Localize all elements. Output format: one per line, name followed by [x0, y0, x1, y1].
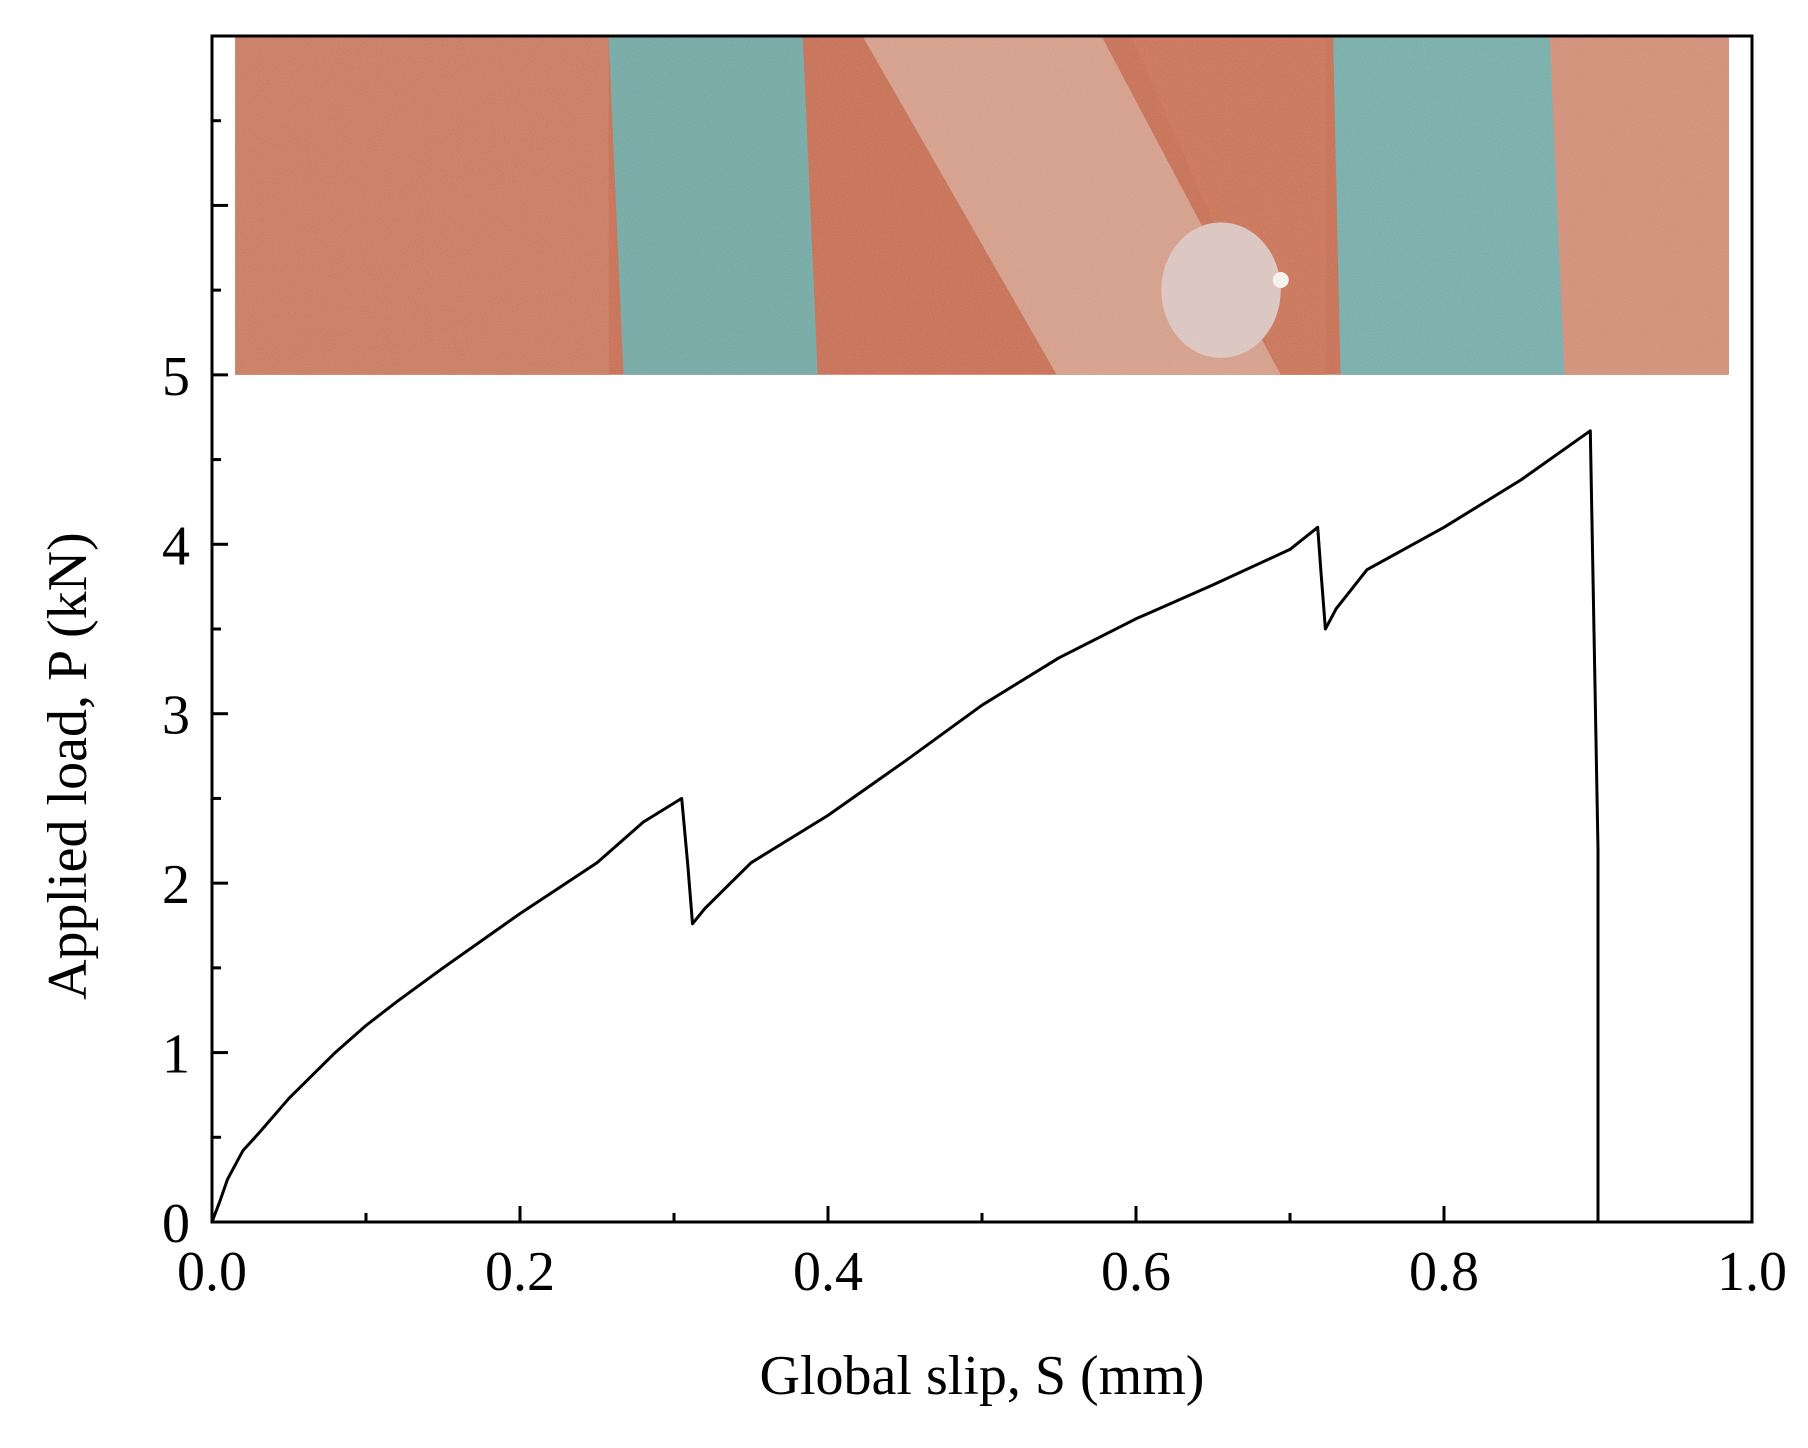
- x-tick-label: 0.0: [177, 1241, 247, 1303]
- y-tick-label: 5: [162, 346, 190, 408]
- x-tick-label: 0.2: [485, 1241, 555, 1303]
- axis-tick-labels: 0.0 0.2 0.4 0.6 0.8 1.0 0 1 2 3 4 5: [162, 346, 1787, 1303]
- x-axis-title: Global slip, S (mm): [760, 1345, 1205, 1407]
- x-tick-label: 0.8: [1409, 1241, 1479, 1303]
- y-tick-label: 4: [162, 515, 190, 577]
- axis-ticks: [210, 34, 1754, 1224]
- y-tick-label: 1: [162, 1024, 190, 1086]
- x-tick-label: 1.0: [1717, 1241, 1787, 1303]
- y-axis-title: Applied load, P (kN): [37, 532, 99, 1000]
- y-tick-label: 2: [162, 854, 190, 916]
- load-slip-curve: [210, 429, 1600, 1223]
- x-tick-label: 0.6: [1101, 1241, 1171, 1303]
- x-tick-label: 0.4: [793, 1241, 863, 1303]
- masonry-specimen-photo: [235, 36, 1729, 375]
- y-tick-label: 3: [162, 685, 190, 747]
- y-tick-label: 0: [162, 1193, 190, 1255]
- photo-texture: [235, 36, 1729, 375]
